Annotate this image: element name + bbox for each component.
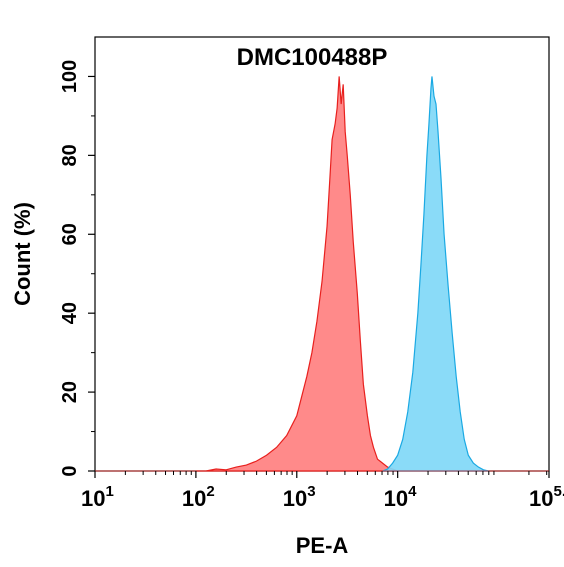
y-tick-label: 80: [59, 144, 81, 166]
x-tick-label: 101: [81, 483, 114, 511]
y-tick-label: 100: [59, 60, 81, 93]
histogram-series-1: [195, 76, 398, 472]
chart-title: DMC100488P: [237, 44, 388, 71]
y-tick-label: 20: [59, 381, 81, 403]
x-tick-label: 103: [283, 483, 316, 511]
x-tick-label: 102: [182, 483, 215, 511]
y-tick-label: 0: [59, 465, 81, 476]
histogram-series-2: [382, 76, 489, 472]
y-axis-label: Count (%): [10, 202, 35, 306]
x-tick-label: 105.5: [529, 483, 564, 511]
y-tick-label: 40: [59, 302, 81, 324]
x-tick-label: 104: [384, 483, 417, 511]
y-tick-label: 60: [59, 223, 81, 245]
x-axis-label: PE-A: [296, 533, 349, 558]
axis-layer: 0 20 40 60 80 100 101 102 103 104 105.5: [59, 60, 564, 511]
series-layer: [95, 76, 549, 472]
